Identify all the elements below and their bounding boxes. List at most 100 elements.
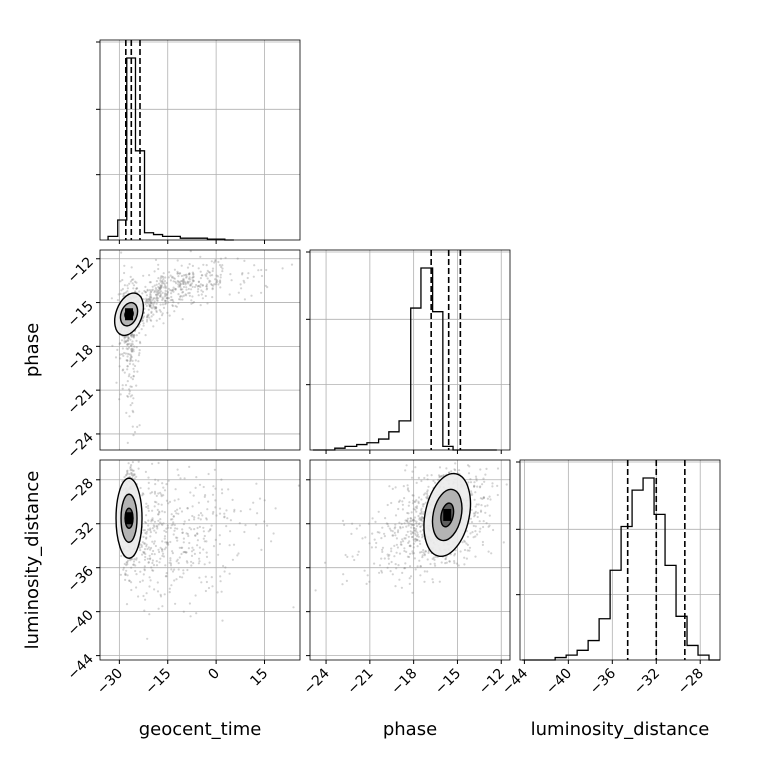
scatter-point [161,523,164,527]
scatter-point [131,425,134,428]
scatter-point [188,526,191,529]
scatter-point [147,302,150,305]
scatter-point [432,556,435,559]
scatter-point [160,522,163,526]
scatter-point [470,492,473,495]
scatter-point [176,539,179,542]
scatter-point [199,255,202,258]
scatter-point [426,474,429,477]
scatter-point [135,281,138,284]
scatter-point [120,554,123,558]
scatter-point [151,569,154,572]
scatter-point [214,283,217,286]
scatter-point [126,339,130,343]
scatter-point [427,551,430,555]
scatter-point [408,540,411,543]
scatter-point [194,534,197,537]
scatter-point [150,566,153,569]
scatter-point [408,544,411,548]
scatter-point [154,258,158,261]
scatter-point [142,315,145,318]
scatter-point [476,515,479,519]
scatter-point [394,563,397,566]
scatter-point [217,260,220,264]
scatter-point [145,537,148,540]
scatter-point [142,493,145,496]
scatter-point [185,273,188,276]
scatter-point [477,503,480,506]
scatter-point [124,340,128,343]
scatter-point [225,525,228,528]
scatter-point [185,532,188,535]
scatter-point [206,269,209,272]
scatter-point [138,546,141,549]
scatter-point [214,499,217,502]
scatter-point [145,297,148,300]
scatter-point [192,273,195,276]
scatter-point [420,518,423,521]
scatter-point [386,553,389,556]
scatter-point [171,570,175,573]
scatter-point [128,342,131,345]
scatter-point [173,310,176,313]
scatter-point [150,546,153,550]
scatter-point [141,492,144,495]
scatter-point [193,285,197,289]
scatter-point [158,286,161,289]
scatter-point [130,349,133,352]
scatter-point [127,346,131,349]
scatter-point [149,318,152,321]
scatter-point [200,293,203,296]
scatter-point [181,298,184,301]
scatter-point [272,532,275,535]
scatter-point [130,472,133,475]
scatter-point [135,558,138,561]
scatter-point [185,288,188,291]
scatter-point [169,564,173,567]
scatter-point [219,281,222,284]
scatter-point [142,535,145,539]
scatter-point [139,580,142,584]
scatter-point [168,500,172,503]
scatter-point [144,291,147,294]
scatter-point [197,514,200,517]
scatter-point [178,284,181,287]
scatter-point [440,561,443,564]
scatter-point [427,550,430,553]
scatter-point [208,271,212,274]
scatter-point [123,341,126,344]
scatter-point [416,533,419,536]
scatter-point [155,309,158,312]
scatter-point [417,476,420,479]
scatter-point [153,553,156,556]
scatter-point [482,496,485,499]
scatter-point [136,425,139,428]
scatter-point [131,378,134,381]
scatter-point [159,279,162,282]
scatter-point [155,310,158,314]
scatter-point [172,521,175,524]
scatter-point [185,551,188,554]
scatter-point [176,272,179,275]
scatter-point [161,291,164,294]
scatter-point [130,333,133,336]
scatter-point [409,575,413,578]
scatter-point [164,287,167,290]
scatter-point [177,512,180,515]
scatter-point [159,546,162,549]
scatter-point [410,532,413,536]
scatter-point [130,468,133,471]
scatter-point [207,472,210,476]
scatter-point [403,537,406,540]
scatter-point [119,292,122,295]
scatter-point [163,280,167,283]
histogram-geocent_time-frame [99,39,301,241]
scatter-point [153,588,156,591]
scatter-point [131,409,134,412]
scatter-point [170,292,173,295]
scatter-point [422,549,425,552]
scatter-point [157,289,160,292]
scatter-point [401,526,404,529]
scatter-point [409,565,412,568]
scatter-point [211,269,214,273]
